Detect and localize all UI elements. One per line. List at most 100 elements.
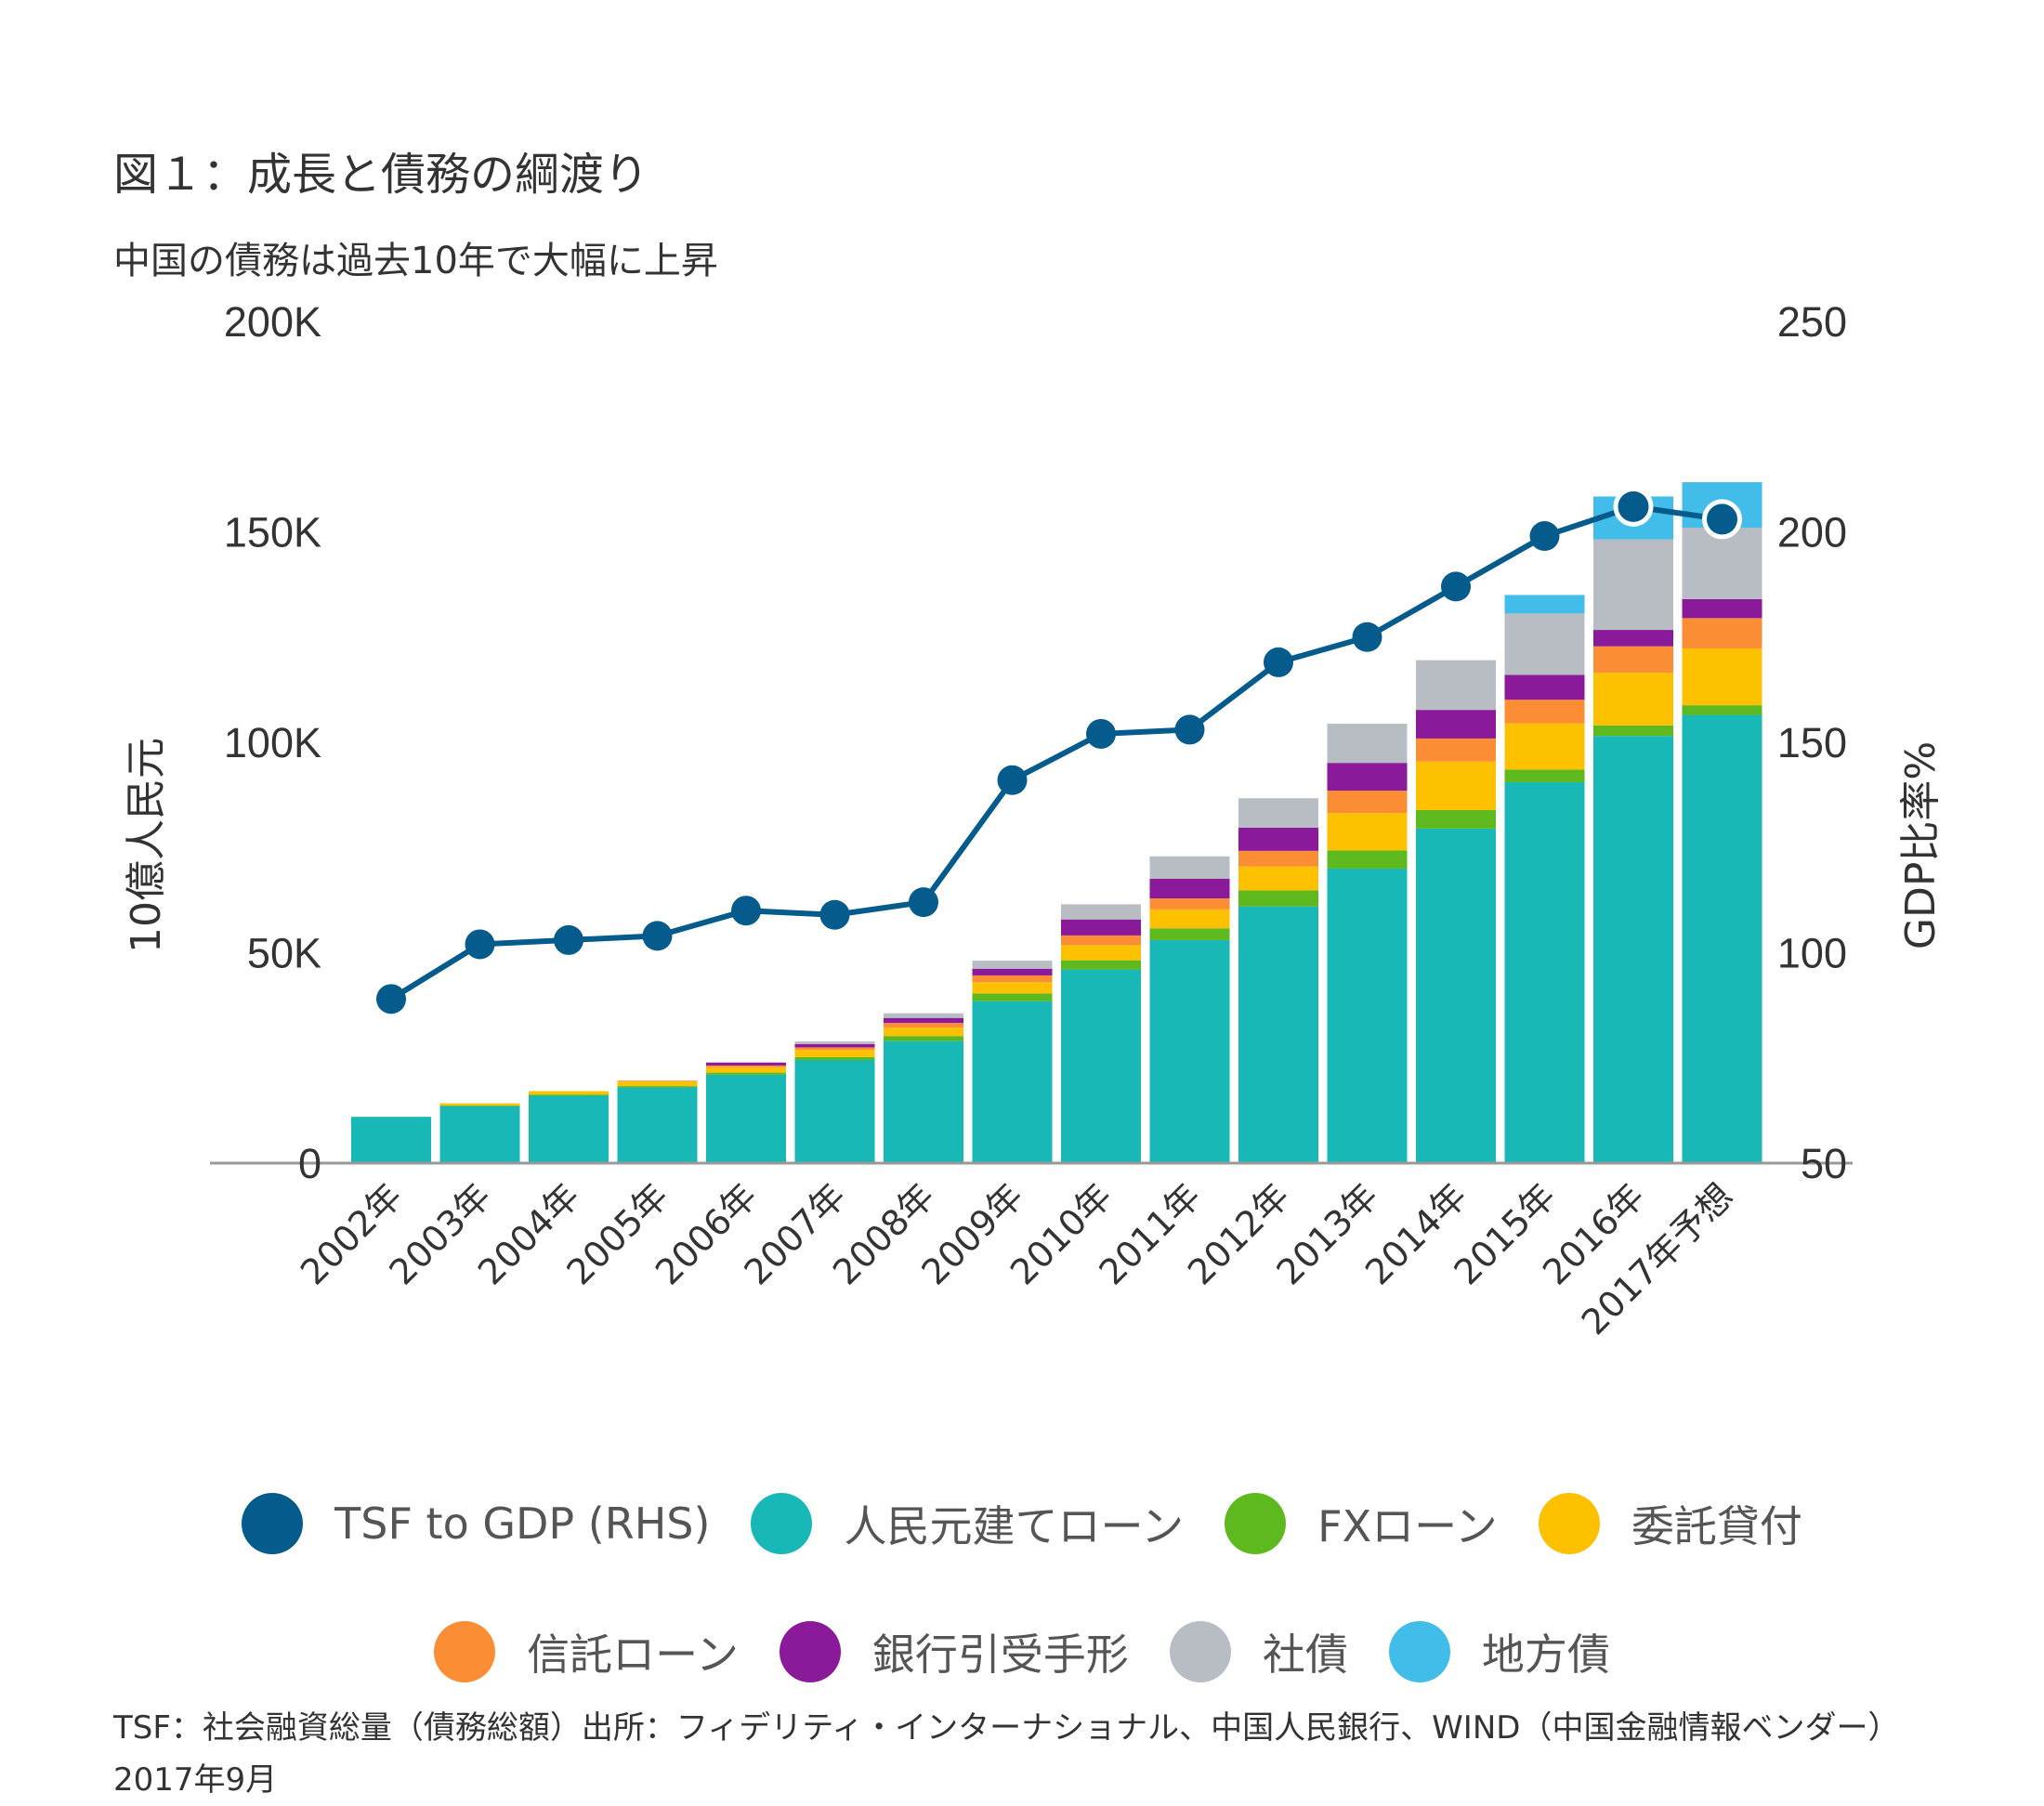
line-point xyxy=(1174,714,1205,745)
bar-segment xyxy=(1682,618,1762,648)
bar-segment xyxy=(1238,906,1318,1163)
bar-segment xyxy=(1593,736,1673,1163)
x-axis: 2002年2003年2004年2005年2006年2007年2008年2009年… xyxy=(293,1175,1741,1342)
bar-segment xyxy=(617,1081,698,1087)
footnote: TSF：社会融資総量（債務総額）出所：フィデリティ・インターナショナル、中国人民… xyxy=(113,1709,1900,1799)
bar-segment xyxy=(1682,527,1762,599)
bar-segment xyxy=(884,1036,963,1041)
y-tick-label-left: 150K xyxy=(224,509,321,556)
y-tick-label-left: 100K xyxy=(224,719,321,766)
y-tick-label-right: 250 xyxy=(1777,298,1847,346)
line-point xyxy=(1352,622,1382,652)
legend-swatch xyxy=(779,1621,841,1682)
bar-segment xyxy=(1061,969,1141,1163)
bar-segment xyxy=(1593,673,1673,726)
legend-label: 信託ローン xyxy=(527,1629,739,1680)
bar-segment xyxy=(1504,723,1585,770)
line-layer xyxy=(376,486,1742,1014)
bar-segment xyxy=(1061,945,1141,961)
legend-label: 人民元建てローン xyxy=(844,1501,1185,1551)
bar-segment xyxy=(1061,935,1141,946)
bar-segment xyxy=(1061,919,1141,936)
legend-label: 銀行引受手形 xyxy=(871,1629,1129,1680)
bar-segment xyxy=(1593,725,1673,737)
line-point xyxy=(1613,486,1654,527)
bar-segment xyxy=(884,1017,963,1024)
legend-item: 社債 xyxy=(1169,1621,1348,1682)
line-point xyxy=(376,984,406,1014)
y-tick-label-left: 50K xyxy=(247,930,321,977)
bar-segment xyxy=(1416,809,1496,829)
line-point xyxy=(819,899,850,930)
bar-segment xyxy=(1416,710,1496,739)
line-point xyxy=(909,887,938,918)
bar-segment xyxy=(529,1095,609,1163)
line-point xyxy=(1441,571,1471,602)
bar-segment xyxy=(1327,724,1408,764)
chart-title: 図１：成長と債務の綱渡り xyxy=(113,149,649,201)
bar-segment xyxy=(529,1091,609,1095)
legend-row: TSF to GDP (RHS) 人民元建てローン FXローン 委託貸付 xyxy=(0,1486,2044,1561)
bar-segment xyxy=(439,1106,520,1163)
bar-segment xyxy=(1238,850,1318,867)
bar-segment xyxy=(794,1041,875,1044)
legend-swatch xyxy=(1388,1621,1450,1682)
bar-segment xyxy=(972,982,1053,994)
bar-segment xyxy=(706,1065,786,1067)
bar-segment xyxy=(617,1086,698,1088)
bar-segment xyxy=(1149,909,1230,929)
bar-segment xyxy=(1504,674,1585,700)
bar-segment xyxy=(706,1072,786,1075)
bar-segment xyxy=(1327,791,1408,814)
bar-segment xyxy=(1682,648,1762,706)
legend-item: 銀行引受手形 xyxy=(779,1621,1129,1682)
bar-segment xyxy=(706,1074,786,1163)
legend-item: 委託貸付 xyxy=(1538,1493,1802,1554)
bar-segment xyxy=(1149,939,1230,1163)
legend-label: FXローン xyxy=(1317,1501,1498,1551)
bar-segment xyxy=(529,1094,609,1096)
line-point xyxy=(997,765,1028,795)
bar-segment xyxy=(1593,539,1673,631)
bar-segment xyxy=(1593,630,1673,647)
bar-segment xyxy=(972,1001,1053,1163)
bar-segment xyxy=(794,1047,875,1051)
tsf-to-gdp-line xyxy=(389,504,1723,1001)
bar-segment xyxy=(972,968,1053,975)
bar-segment xyxy=(706,1062,786,1066)
bar-segment xyxy=(617,1087,698,1163)
bar-segment xyxy=(617,1080,698,1082)
bar-segment xyxy=(1327,763,1408,792)
legend-row: 信託ローン 銀行引受手形 社債 地方債 xyxy=(0,1615,2044,1689)
legend-label: 社債 xyxy=(1262,1629,1348,1680)
bar-segment xyxy=(1682,714,1762,1163)
bar-segment xyxy=(1327,813,1408,851)
bar-segment xyxy=(1593,646,1673,674)
legend-swatch xyxy=(242,1493,304,1554)
bar-segment xyxy=(1416,828,1496,1163)
bars-layer xyxy=(351,482,1762,1163)
chart-subtitle: 中国の債務は過去10年で大幅に上昇 xyxy=(113,240,718,282)
line-point xyxy=(731,896,761,926)
bar-segment xyxy=(1682,705,1762,715)
bar-segment xyxy=(884,1040,963,1163)
y-tick-label-right: 150 xyxy=(1777,719,1847,766)
bar-segment xyxy=(1504,700,1585,724)
bar-segment xyxy=(884,1023,963,1028)
y-tick-label-right: 50 xyxy=(1801,1140,1847,1187)
legend-swatch xyxy=(1538,1493,1600,1554)
legend-swatch xyxy=(751,1493,813,1554)
y-axis-left-title: 10億人民元 xyxy=(123,738,170,953)
bar-segment xyxy=(794,1060,875,1163)
legend-swatch xyxy=(1225,1493,1287,1554)
y-tick-label-right: 100 xyxy=(1777,930,1847,977)
bar-segment xyxy=(1149,898,1230,910)
bar-segment xyxy=(1416,761,1496,810)
bar-segment xyxy=(794,1056,875,1061)
line-point xyxy=(554,924,583,955)
legend-label: TSF to GDP (RHS) xyxy=(334,1498,711,1549)
legend-item: 人民元建てローン xyxy=(751,1493,1184,1554)
bar-segment xyxy=(351,1117,431,1163)
y-tick-label-left: 0 xyxy=(298,1140,321,1187)
legend-swatch xyxy=(434,1621,496,1682)
